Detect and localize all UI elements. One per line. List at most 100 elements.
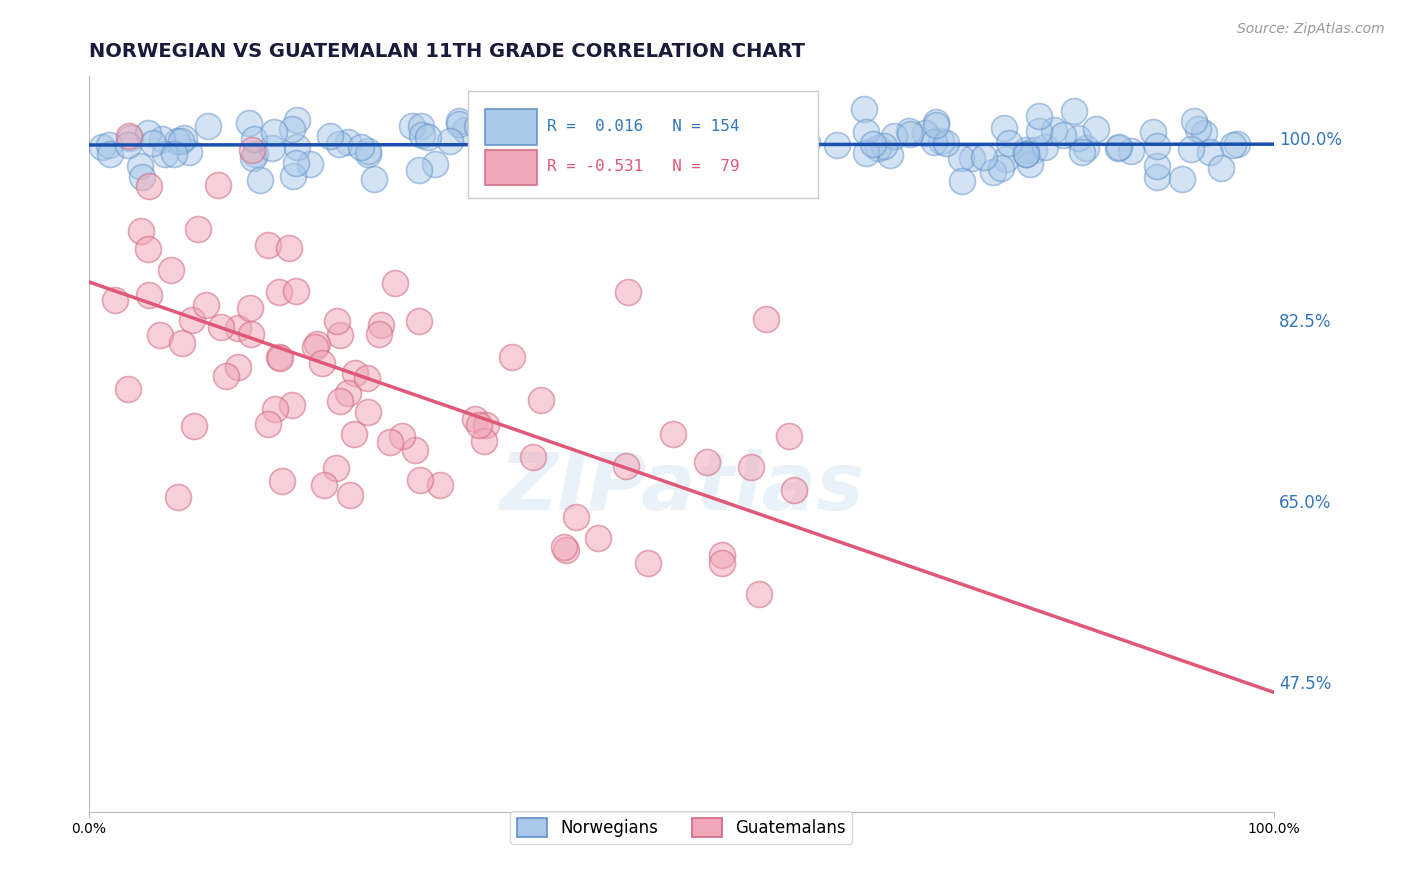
Point — [1024, 143, 1046, 157]
Point — [449, 117, 471, 131]
Point — [136, 127, 159, 141]
FancyBboxPatch shape — [468, 91, 818, 198]
FancyBboxPatch shape — [485, 150, 537, 185]
Point — [883, 128, 905, 143]
Point — [142, 136, 165, 151]
Point — [778, 134, 800, 148]
Point — [995, 152, 1018, 166]
Point — [263, 125, 285, 139]
Point — [242, 151, 264, 165]
Point — [416, 130, 439, 145]
Text: R =  0.016   N = 154: R = 0.016 N = 154 — [547, 119, 740, 134]
Point — [728, 113, 751, 128]
Point — [1146, 169, 1168, 184]
Point — [384, 276, 406, 290]
Point — [1184, 113, 1206, 128]
Point — [329, 394, 352, 409]
Point — [343, 426, 366, 441]
Point — [950, 174, 973, 188]
Point — [1071, 145, 1094, 159]
Point — [404, 442, 426, 457]
Point — [973, 150, 995, 164]
Point — [163, 146, 186, 161]
Point — [740, 459, 762, 474]
Point — [183, 418, 205, 433]
Point — [696, 121, 718, 136]
Point — [285, 285, 308, 299]
Point — [571, 118, 593, 132]
Point — [855, 146, 877, 161]
Point — [1171, 172, 1194, 186]
Point — [256, 417, 278, 432]
Point — [269, 350, 291, 364]
Point — [935, 136, 957, 150]
Point — [614, 161, 637, 176]
Point — [181, 313, 204, 327]
Point — [401, 119, 423, 133]
Point — [368, 326, 391, 341]
Point — [357, 147, 380, 161]
Point — [1211, 161, 1233, 176]
Point — [350, 139, 373, 153]
Point — [118, 130, 141, 145]
Point — [637, 556, 659, 570]
Point — [243, 132, 266, 146]
Point — [925, 115, 948, 129]
Point — [187, 222, 209, 236]
Point — [787, 150, 810, 164]
Point — [131, 170, 153, 185]
Point — [256, 238, 278, 252]
Point — [1146, 159, 1168, 173]
Point — [586, 141, 609, 155]
Point — [357, 144, 380, 158]
Point — [411, 128, 433, 143]
Point — [624, 131, 647, 145]
Point — [226, 321, 249, 335]
Point — [569, 150, 592, 164]
Point — [285, 156, 308, 170]
Point — [699, 111, 721, 125]
Point — [616, 153, 638, 168]
Point — [240, 143, 263, 157]
Point — [138, 178, 160, 193]
Point — [173, 130, 195, 145]
Point — [786, 155, 808, 169]
Point — [727, 157, 749, 171]
Text: Source: ZipAtlas.com: Source: ZipAtlas.com — [1237, 22, 1385, 37]
Point — [319, 128, 342, 143]
Point — [1142, 125, 1164, 139]
Point — [287, 113, 309, 128]
Point — [312, 478, 335, 492]
Point — [149, 327, 172, 342]
Point — [659, 169, 682, 184]
Point — [633, 165, 655, 179]
Point — [898, 124, 921, 138]
Point — [299, 157, 322, 171]
Point — [499, 129, 522, 144]
Point — [343, 366, 366, 380]
Point — [285, 140, 308, 154]
Point — [554, 543, 576, 558]
Point — [1074, 141, 1097, 155]
Point — [1028, 109, 1050, 123]
Point — [1028, 124, 1050, 138]
Point — [425, 157, 447, 171]
Point — [209, 320, 232, 334]
Point — [150, 132, 173, 146]
Point — [326, 314, 349, 328]
Point — [796, 135, 818, 149]
Point — [357, 405, 380, 419]
Point — [669, 131, 692, 145]
Point — [644, 123, 666, 137]
FancyBboxPatch shape — [485, 110, 537, 145]
Point — [862, 136, 884, 151]
Text: ZIPatlas: ZIPatlas — [499, 450, 863, 527]
Legend: Norwegians, Guatemalans: Norwegians, Guatemalans — [510, 812, 852, 844]
Point — [304, 340, 326, 354]
Point — [278, 241, 301, 255]
Point — [571, 154, 593, 169]
Point — [1192, 127, 1215, 141]
Point — [167, 490, 190, 504]
Point — [696, 455, 718, 469]
Point — [579, 152, 602, 166]
